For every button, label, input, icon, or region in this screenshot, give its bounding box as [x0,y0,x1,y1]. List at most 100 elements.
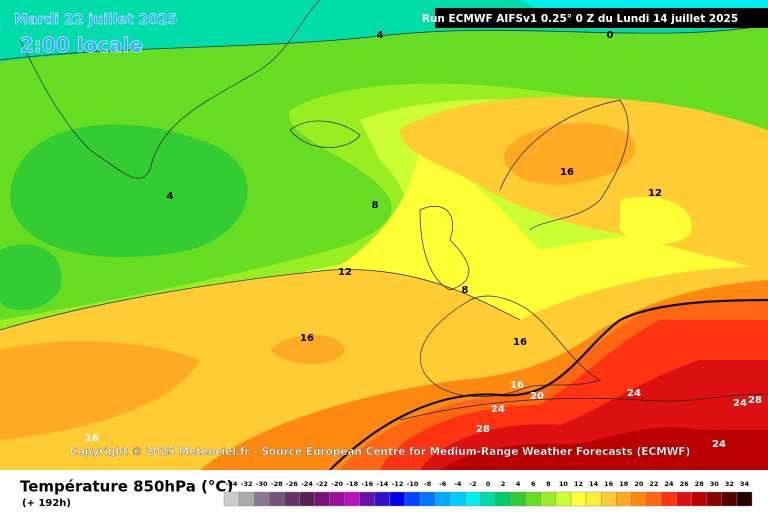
coastline [19,0,321,179]
run-info: Run ECMWF AIFSv1 0.25° 0 Z du Lundi 14 j… [422,13,738,25]
contour-label: 20 [530,391,544,402]
scale-label: 12 [574,480,583,488]
scale-label: 20 [634,480,644,488]
scale-label: -20 [331,480,343,488]
scale-cell [736,491,753,507]
scale-label: -16 [361,480,373,488]
contour-label: 16 [513,337,527,348]
scale-label: 14 [589,480,599,488]
scale-cell [631,491,647,507]
scale-cell [284,491,300,507]
scale-cell [646,491,662,507]
scale-cell [419,491,436,507]
scale-label: 10 [559,480,569,488]
contour-label: 24 [491,404,505,415]
scale-label: -30 [256,480,268,488]
legend-title: Température 850hPa (°C) [20,478,233,496]
map [0,0,768,471]
scale-label: 26 [680,480,690,488]
scale-label: 16 [604,480,614,488]
run-box [435,8,768,28]
contour-label: 24 [712,439,726,450]
field [0,150,768,340]
scale-cell [389,491,406,507]
coastline [420,295,601,397]
contour-label: 8 [372,200,379,211]
contour-label: 16 [300,333,314,344]
scale-label: 32 [725,480,734,488]
scale-label: -32 [241,480,253,488]
isotherm [0,269,521,331]
scale-label: -22 [316,480,328,488]
scale-cell [223,491,240,507]
scale-cell [269,491,285,507]
field [270,335,345,365]
scale-label: 4 [516,480,521,488]
scale-label: -18 [346,480,358,488]
scale-label: 6 [531,480,536,488]
scale-label: -34 [226,480,238,488]
scale-cell [510,491,526,507]
contour-label: 24 [733,398,747,409]
scale-cell [570,491,587,507]
contour-label: 4 [167,191,174,202]
scale-cell [676,491,692,507]
scale-cell [435,491,451,507]
contour-label: 12 [648,188,662,199]
local-time: 2:00 locale [20,33,143,57]
isotherm [0,24,768,61]
scale-label: -12 [392,480,404,488]
contour-label: 0 [607,30,614,41]
contour-label: 28 [476,424,490,435]
contour-label: 24 [627,388,641,399]
scale-label: -4 [454,480,462,488]
scale-cell [525,491,542,507]
scale-label: -8 [424,480,432,488]
scale-cell [661,491,677,507]
scale-label: -26 [286,480,298,488]
scale-label: 24 [665,480,675,488]
field [0,341,200,440]
scale-label: 30 [710,480,720,488]
scale-cell [495,491,511,507]
contour-label: 28 [748,395,762,406]
scale-cell [721,491,738,507]
scale-cell [404,491,421,507]
scale-label: -28 [271,480,283,488]
field [0,244,62,310]
scale-cell [314,491,330,507]
scale-label: -24 [301,480,313,488]
scale-label: 18 [619,480,629,488]
scale-label: -10 [407,480,419,488]
color-scale: -34 -32 -30 -28 -26 -24 -22 -20 -18 -16 -14 -12 -10-… [223,480,753,507]
scale-label: 28 [695,480,705,488]
contour-label: 16 [560,167,574,178]
contour-label: 12 [338,267,352,278]
scale-label: 2 [501,480,506,488]
legend-subtitle: (+ 192h) [22,498,71,509]
contour-label: 4 [377,30,384,41]
scale-label: -2 [469,480,476,488]
contour-label: 16 [85,433,99,444]
scale-cell [344,491,360,507]
coastline [499,99,629,231]
scale-cell [359,491,376,507]
scale-cell [585,491,602,507]
date: Mardi 22 juillet 2025 [14,12,178,28]
scale-label: 22 [649,480,658,488]
field [620,196,692,245]
scale-label: 0 [486,480,491,488]
isotherm [329,298,768,471]
scale-cell [691,491,707,507]
scale-cell [600,491,617,507]
scale-cell [616,491,632,507]
scale-label: -14 [377,480,389,488]
contour-label: 8 [462,285,469,296]
scale-cell [555,491,572,507]
scale-cell [374,491,391,507]
scale-label: -6 [439,480,447,488]
field [10,124,248,258]
scale-label: 8 [546,480,551,488]
